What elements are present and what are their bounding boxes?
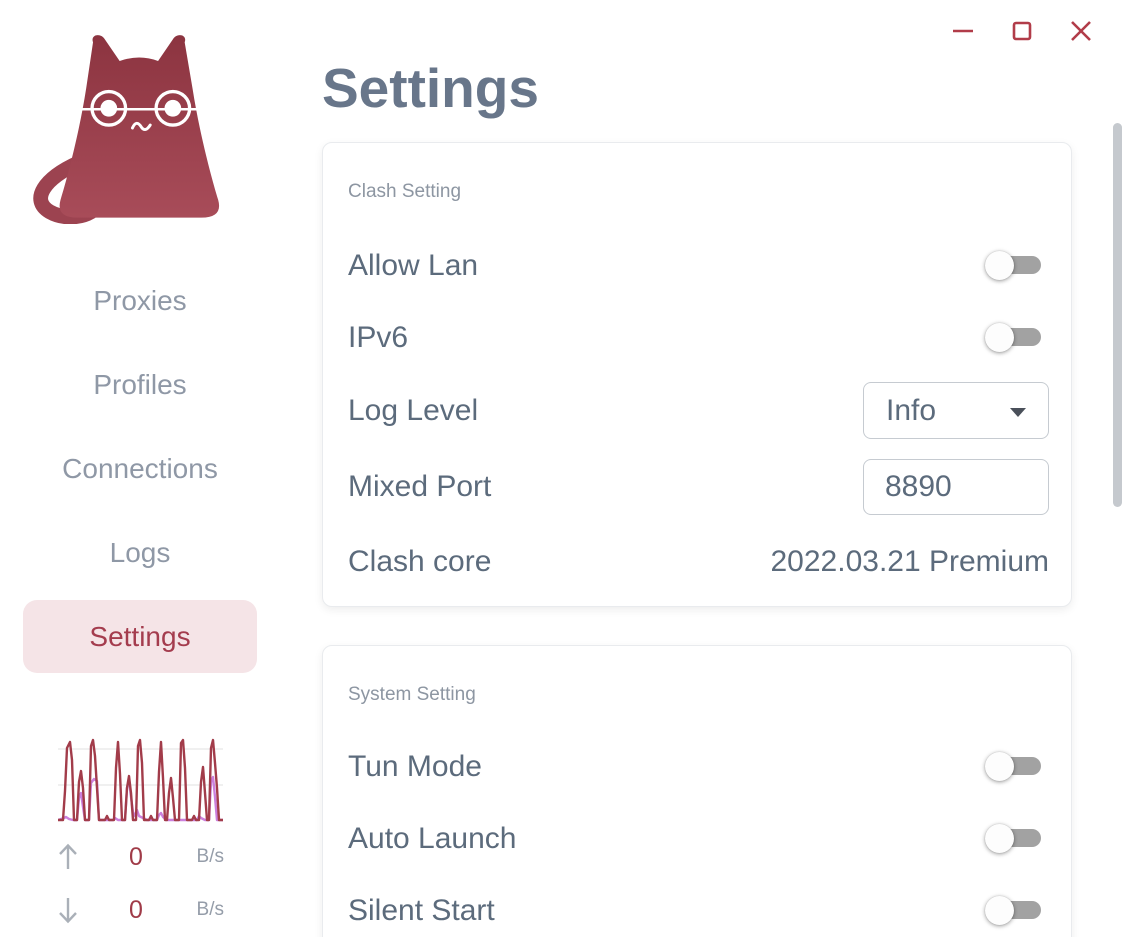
chevron-down-icon: [1010, 408, 1026, 417]
toggle-thumb: [985, 896, 1014, 925]
log-level-select[interactable]: Info: [863, 382, 1049, 439]
minimize-button[interactable]: [946, 14, 980, 48]
silent-start-toggle[interactable]: [985, 896, 1041, 925]
toggle-thumb: [985, 824, 1014, 853]
sidebar-item-settings[interactable]: Settings: [23, 600, 257, 673]
upload-speed-value: 0: [129, 842, 143, 871]
ipv6-toggle[interactable]: [985, 323, 1041, 352]
toggle-thumb: [985, 251, 1014, 280]
mixed-port-input[interactable]: [863, 458, 1049, 515]
download-speed-unit: B/s: [196, 899, 224, 920]
auto-launch-label: Auto Launch: [348, 821, 517, 855]
log-level-row: Log Level Info: [348, 382, 1049, 439]
cat-logo: [33, 35, 220, 224]
silent-start-label: Silent Start: [348, 893, 495, 927]
maximize-icon: [1012, 21, 1032, 41]
cat-mouth: [130, 121, 152, 131]
maximize-button[interactable]: [1005, 14, 1039, 48]
log-level-selected-value: Info: [886, 393, 937, 427]
close-icon: [1071, 21, 1091, 41]
minimize-icon: [953, 29, 973, 33]
tun-mode-label: Tun Mode: [348, 749, 482, 783]
mixed-port-label: Mixed Port: [348, 469, 492, 503]
clash-setting-card: Clash Setting Allow Lan IPv6 Log Level I…: [322, 142, 1072, 607]
upload-arrow-icon: [59, 843, 77, 869]
page-title: Settings: [322, 57, 539, 119]
sidebar-item-logs[interactable]: Logs: [109, 536, 171, 568]
section-title: Clash Setting: [348, 181, 462, 202]
cat-glasses-right: [154, 89, 192, 127]
section-title: System Setting: [348, 684, 476, 705]
tun-mode-toggle[interactable]: [985, 752, 1041, 781]
sidebar-item-connections[interactable]: Connections: [62, 452, 218, 484]
sidebar-item-profiles[interactable]: Profiles: [93, 368, 187, 400]
upload-speed-unit: B/s: [196, 846, 224, 867]
allow-lan-label: Allow Lan: [348, 248, 479, 282]
toggle-thumb: [985, 752, 1014, 781]
cat-glasses-left: [90, 89, 128, 127]
ipv6-label: IPv6: [348, 320, 409, 354]
traffic-graph: [58, 738, 223, 822]
clash-core-row: Clash core 2022.03.21 Premium: [348, 533, 1049, 590]
log-level-label: Log Level: [348, 393, 479, 427]
download-arrow-icon: [59, 898, 77, 924]
allow-lan-toggle[interactable]: [985, 251, 1041, 280]
silent-start-row: Silent Start: [348, 882, 1049, 937]
auto-launch-row: Auto Launch: [348, 810, 1049, 867]
mixed-port-row: Mixed Port: [348, 458, 1049, 515]
cat-eye-right: [164, 99, 182, 117]
cat-eye-left: [100, 99, 118, 117]
download-speed-row: 0 B/s: [56, 893, 224, 927]
clash-core-label: Clash core: [348, 544, 492, 578]
toggle-thumb: [985, 323, 1014, 352]
clash-core-version: 2022.03.21 Premium: [770, 544, 1050, 578]
upload-series-line: [58, 738, 223, 822]
sidebar-nav: Proxies Profiles Connections Logs Settin…: [23, 264, 257, 684]
auto-launch-toggle[interactable]: [985, 824, 1041, 853]
tun-mode-row: Tun Mode: [348, 738, 1049, 795]
allow-lan-row: Allow Lan: [348, 237, 1049, 294]
system-setting-card: System Setting Tun Mode Auto Launch Sile…: [322, 645, 1072, 937]
download-speed-value: 0: [129, 895, 143, 924]
vertical-scrollbar[interactable]: [1113, 123, 1122, 507]
upload-speed-row: 0 B/s: [56, 840, 224, 874]
sidebar-item-proxies[interactable]: Proxies: [93, 284, 187, 316]
ipv6-row: IPv6: [348, 309, 1049, 366]
close-button[interactable]: [1064, 14, 1098, 48]
